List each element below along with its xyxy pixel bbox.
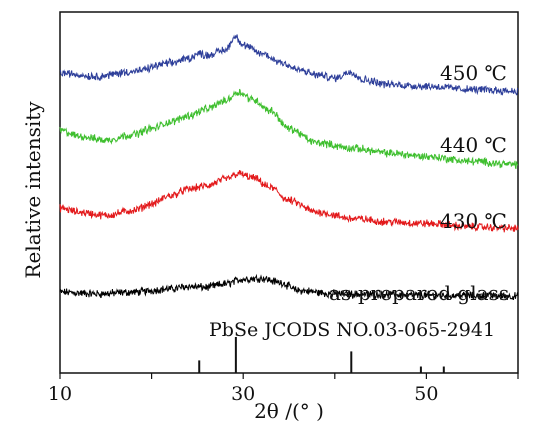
series-line-2 xyxy=(59,88,519,170)
series-label-430: 430 ℃ xyxy=(440,209,507,233)
x-axis-ticks: 10 30 50 xyxy=(48,373,519,405)
plot-frame xyxy=(59,11,519,374)
series-line-3 xyxy=(59,34,519,96)
reference-peaks xyxy=(198,337,445,373)
series-label-450: 450 ℃ xyxy=(440,61,507,85)
series-line-0 xyxy=(59,273,519,301)
y-axis-title: Relative intensity xyxy=(21,101,45,279)
x-tick-label-30: 30 xyxy=(231,383,255,405)
series-label-as-prepared: as-prepared glass xyxy=(329,281,509,305)
x-axis-title: 2θ /(° ) xyxy=(254,399,324,423)
series-label-440: 440 ℃ xyxy=(440,133,507,157)
x-tick-label-10: 10 xyxy=(48,383,72,405)
reference-label: PbSe JCODS NO.03-065-2941 xyxy=(209,319,495,341)
x-tick-label-50: 50 xyxy=(414,383,438,405)
series-layer xyxy=(59,34,519,301)
series-line-1 xyxy=(59,170,519,233)
